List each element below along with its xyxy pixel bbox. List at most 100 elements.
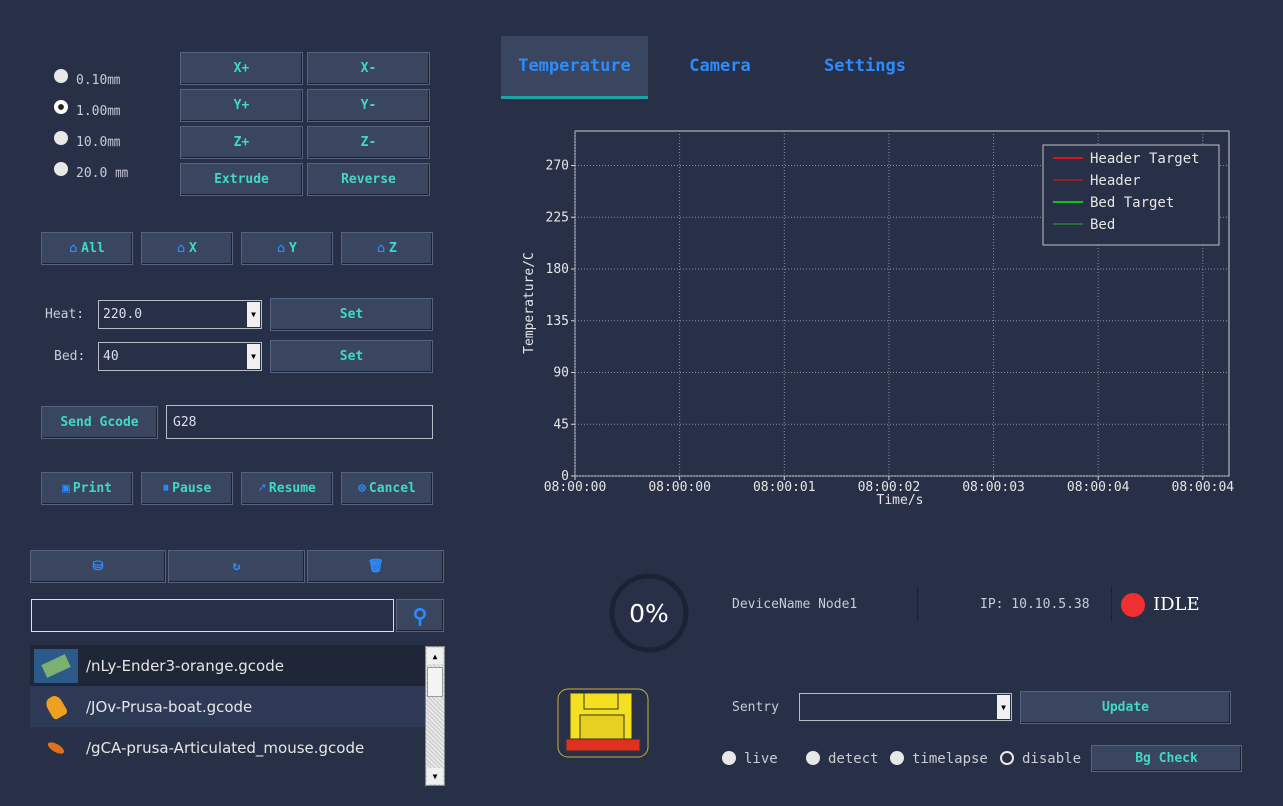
home-button[interactable]: ⌂ All — [41, 232, 133, 265]
button-label: Cancel — [368, 481, 416, 496]
radio-label: 10.0㎜ — [76, 135, 121, 150]
button-label: Resume — [268, 481, 316, 496]
radio[interactable] — [890, 751, 904, 765]
jog-button[interactable]: Z+ — [180, 126, 303, 159]
legend-box — [1042, 144, 1220, 246]
file-row[interactable]: /JOv-Prusa-boat.gcode — [30, 686, 425, 727]
icon: ⏸ — [162, 481, 170, 496]
y-tick-label: 270 — [546, 159, 569, 174]
print-button[interactable]: ▣ Print — [41, 472, 133, 505]
button-label: Print — [72, 481, 112, 496]
button-label: X — [189, 241, 197, 256]
file-thumbnail — [34, 648, 78, 683]
radio[interactable] — [54, 131, 68, 145]
bg-check-button[interactable]: Bg Check — [1091, 745, 1242, 772]
x-tick-label: 08:00:00 — [648, 480, 711, 495]
jog-button[interactable]: Y+ — [180, 89, 303, 122]
home-icon: ⌂ — [177, 241, 185, 256]
radio-label: 1.00㎜ — [76, 104, 121, 119]
progress-text: 0% — [629, 599, 669, 628]
separator — [917, 587, 918, 621]
temperature-chart: Time/s Temperature/C 0 45 90 135 180 225 270 08… — [522, 130, 1234, 508]
file-name: /gCA-prusa-Articulated_mouse.gcode — [86, 738, 365, 757]
file-name: /nLy-Ender3-orange.gcode — [86, 656, 284, 675]
radio[interactable] — [54, 162, 68, 176]
set-button[interactable]: Set — [270, 298, 433, 331]
icon: ➚ — [258, 481, 266, 496]
radio-label: disable — [1022, 751, 1082, 767]
refresh-button[interactable]: ↻ — [168, 550, 305, 583]
dropdown-arrow: ▼ — [247, 344, 260, 369]
jog-button[interactable]: X- — [307, 52, 430, 85]
x-tick-label: 08:00:00 — [544, 480, 607, 495]
upload-button[interactable]: ⛁ — [30, 550, 166, 583]
button-label: Pause — [172, 481, 212, 496]
legend-label: Header Target — [1090, 151, 1200, 167]
jog-button[interactable]: Z- — [307, 126, 430, 159]
tab[interactable]: Settings — [824, 56, 906, 76]
send-gcode-button[interactable]: Send Gcode — [41, 406, 158, 439]
cancel-button[interactable]: ⊗ Cancel — [341, 472, 433, 505]
progress-ring: 0% — [609, 573, 689, 653]
y-tick-label: 45 — [553, 417, 569, 432]
radio[interactable] — [806, 751, 820, 765]
search-button[interactable]: ⚲ — [396, 599, 444, 632]
bed-label: Bed: — [54, 349, 86, 364]
radio-label: timelapse — [912, 751, 988, 767]
button-label: All — [81, 241, 105, 256]
scrollbar[interactable]: ▲ ▼ — [425, 646, 445, 786]
tab[interactable]: Temperature — [501, 36, 648, 99]
radio[interactable] — [54, 100, 68, 114]
x-tick-label: 08:00:02 — [858, 480, 921, 495]
legend-label: Header — [1090, 173, 1141, 189]
button-label: Z — [389, 241, 397, 256]
x-tick-label: 08:00:01 — [753, 480, 816, 495]
heat-combo[interactable]: 220.0 ▼ — [98, 300, 262, 329]
radio[interactable] — [722, 751, 736, 765]
y-tick-label: 90 — [553, 366, 569, 381]
file-row[interactable]: /nLy-Ender3-orange.gcode — [30, 645, 425, 686]
button-label: Y — [289, 241, 297, 256]
legend-label: Bed — [1090, 217, 1115, 233]
radio-label: detect — [828, 751, 879, 767]
home-button[interactable]: ⌂ Y — [241, 232, 333, 265]
radio[interactable] — [1000, 751, 1014, 765]
x-tick-label: 08:00:03 — [962, 480, 1025, 495]
home-button[interactable]: ⌂ X — [141, 232, 233, 265]
radio[interactable] — [54, 69, 68, 83]
device-name: DeviceName Node1 — [732, 597, 858, 612]
search-input[interactable] — [31, 599, 394, 632]
legend-label: Bed Target — [1090, 195, 1174, 211]
file-row[interactable]: /gCA-prusa-Articulated_mouse.gcode — [30, 727, 425, 768]
jog-button[interactable]: Reverse — [307, 163, 430, 196]
combo-value: 40 — [103, 349, 119, 364]
dropdown-arrow: ▼ — [247, 302, 260, 327]
delete-button[interactable]: 🗑 — [307, 550, 444, 583]
home-icon: ⌂ — [69, 241, 78, 256]
bed-combo[interactable]: 40 ▼ — [98, 342, 262, 371]
y-tick-label: 135 — [546, 314, 569, 329]
icon: ⊗ — [358, 481, 366, 496]
printer-image — [557, 688, 649, 758]
gcode-input[interactable]: G28 — [166, 405, 433, 439]
file-name: /JOv-Prusa-boat.gcode — [86, 697, 253, 716]
pause-button[interactable]: ⏸ Pause — [141, 472, 233, 505]
home-icon: ⌂ — [377, 241, 385, 256]
sentry-label: Sentry — [732, 700, 779, 715]
radio-label: 20.0 ㎜ — [76, 166, 129, 181]
heat-label: Heat: — [45, 307, 85, 322]
set-button[interactable]: Set — [270, 340, 433, 373]
y-tick-label: 0 — [561, 469, 569, 484]
jog-button[interactable]: Y- — [307, 89, 430, 122]
jog-button[interactable]: Extrude — [180, 163, 303, 196]
jog-button[interactable]: X+ — [180, 52, 303, 85]
sentry-combo[interactable]: ▼ — [799, 693, 1012, 721]
status-text: IDLE — [1153, 594, 1200, 615]
home-button[interactable]: ⌂ Z — [341, 232, 433, 265]
separator — [1111, 587, 1112, 621]
resume-button[interactable]: ➚ Resume — [241, 472, 333, 505]
combo-value: 220.0 — [103, 307, 143, 322]
update-button[interactable]: Update — [1020, 691, 1231, 724]
dropdown-arrow: ▼ — [997, 695, 1010, 719]
tab[interactable]: Camera — [689, 56, 751, 76]
